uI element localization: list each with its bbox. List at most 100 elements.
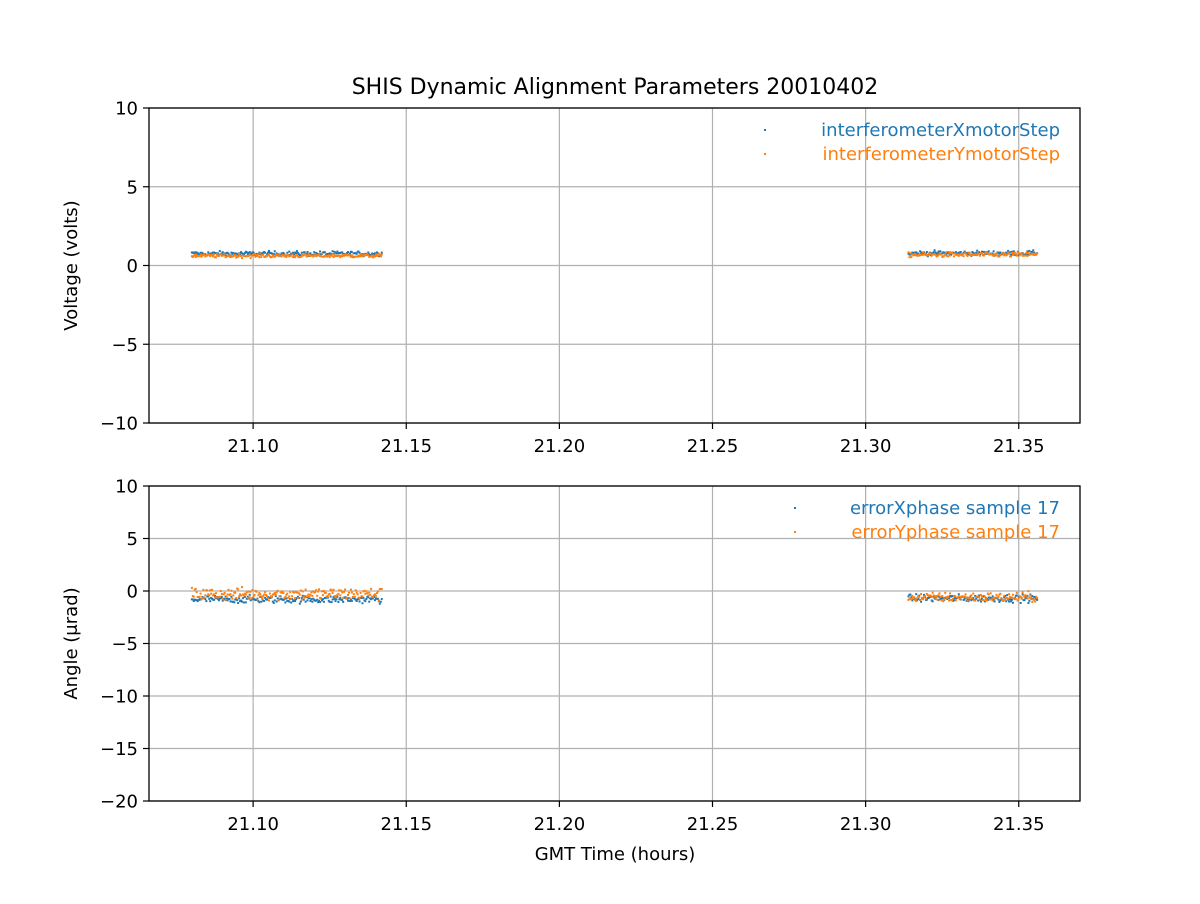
data-point-series-2 xyxy=(917,254,920,257)
data-point-series-2 xyxy=(332,256,335,259)
data-point-series-1 xyxy=(927,596,930,599)
data-point-series-2 xyxy=(349,255,352,258)
data-point-series-1 xyxy=(981,250,983,253)
data-point-series-2 xyxy=(972,592,975,595)
data-point-series-2 xyxy=(255,590,258,593)
data-point-series-1 xyxy=(321,598,324,601)
data-point-series-2 xyxy=(970,594,973,597)
data-point-series-2 xyxy=(351,595,354,598)
data-point-series-2 xyxy=(249,590,252,593)
data-point-series-2 xyxy=(209,255,212,258)
data-point-series-2 xyxy=(908,256,911,259)
data-point-series-2 xyxy=(995,252,998,255)
data-point-series-2 xyxy=(198,595,201,598)
data-point-series-2 xyxy=(1018,254,1021,257)
x-tick-label: 21.35 xyxy=(993,814,1045,835)
data-point-series-1 xyxy=(1012,250,1015,253)
data-point-series-2 xyxy=(1035,253,1038,256)
data-point-series-2 xyxy=(320,255,323,258)
data-point-series-1 xyxy=(217,599,220,602)
data-point-series-1 xyxy=(226,599,229,602)
y-tick-label: 5 xyxy=(127,529,138,550)
data-point-series-2 xyxy=(334,596,337,599)
data-point-series-2 xyxy=(200,255,203,258)
data-point-series-2 xyxy=(199,253,202,256)
data-point-series-1 xyxy=(302,598,305,601)
data-point-series-2 xyxy=(198,255,201,258)
data-point-series-1 xyxy=(320,599,323,602)
data-point-series-1 xyxy=(257,600,260,603)
data-point-series-2 xyxy=(285,593,288,596)
data-point-series-1 xyxy=(275,252,278,255)
data-point-series-2 xyxy=(210,592,213,595)
data-point-series-2 xyxy=(294,256,297,259)
data-point-series-2 xyxy=(1017,597,1020,600)
data-point-series-2 xyxy=(214,592,217,595)
data-point-series-2 xyxy=(969,596,972,599)
data-point-series-2 xyxy=(273,591,276,594)
data-point-series-2 xyxy=(922,596,925,599)
data-point-series-1 xyxy=(933,249,936,252)
data-point-series-1 xyxy=(273,250,276,253)
data-point-series-2 xyxy=(199,592,202,595)
data-point-series-1 xyxy=(355,600,358,603)
data-point-series-1 xyxy=(357,250,360,253)
data-point-series-2 xyxy=(301,590,304,593)
data-point-series-1 xyxy=(308,597,311,600)
data-point-series-2 xyxy=(374,255,377,258)
data-point-series-2 xyxy=(339,256,342,259)
data-point-series-1 xyxy=(324,596,327,599)
data-point-series-2 xyxy=(343,590,346,593)
data-point-series-1 xyxy=(236,599,239,602)
y-tick-label: −15 xyxy=(100,739,138,760)
data-point-series-2 xyxy=(235,256,238,259)
data-point-series-2 xyxy=(318,588,321,591)
data-point-series-2 xyxy=(217,254,220,257)
data-point-series-2 xyxy=(361,254,364,257)
data-point-series-2 xyxy=(284,595,287,598)
data-point-series-1 xyxy=(975,597,978,600)
legend-label: interferometerXmotorStep xyxy=(821,120,1060,141)
bottom-x-axis-label: GMT Time (hours) xyxy=(535,844,696,865)
data-point-series-1 xyxy=(331,598,334,601)
data-point-series-1 xyxy=(313,251,316,254)
data-point-series-2 xyxy=(913,596,916,599)
data-point-series-2 xyxy=(307,252,310,255)
data-point-series-2 xyxy=(971,597,974,600)
data-point-series-1 xyxy=(1021,593,1024,596)
top-y-axis-label: Voltage (volts) xyxy=(61,200,82,330)
data-point-series-1 xyxy=(336,595,339,598)
data-point-series-1 xyxy=(230,251,233,254)
data-point-series-2 xyxy=(1016,599,1019,602)
data-point-series-1 xyxy=(221,599,224,602)
data-point-series-1 xyxy=(957,593,960,596)
data-point-series-2 xyxy=(296,596,299,599)
data-point-series-2 xyxy=(377,599,380,602)
data-point-series-2 xyxy=(293,254,296,257)
data-point-series-2 xyxy=(964,252,967,255)
data-point-series-2 xyxy=(193,253,196,256)
data-point-series-1 xyxy=(1026,250,1029,253)
data-point-series-1 xyxy=(275,600,278,603)
data-point-series-2 xyxy=(286,592,289,595)
data-point-series-2 xyxy=(1002,599,1005,602)
data-point-series-2 xyxy=(366,592,369,595)
data-point-series-1 xyxy=(997,598,1000,601)
data-point-series-2 xyxy=(263,593,266,596)
data-point-series-1 xyxy=(341,251,344,254)
data-point-series-2 xyxy=(369,594,372,597)
data-point-series-2 xyxy=(371,254,374,257)
data-point-series-2 xyxy=(940,253,943,256)
data-point-series-2 xyxy=(222,593,225,596)
data-point-series-2 xyxy=(226,593,229,596)
data-point-series-2 xyxy=(278,595,281,598)
data-point-series-1 xyxy=(379,600,382,603)
data-point-series-2 xyxy=(195,254,198,257)
data-point-series-2 xyxy=(910,598,913,601)
data-point-series-2 xyxy=(258,256,261,259)
data-point-series-2 xyxy=(352,593,355,596)
data-point-series-1 xyxy=(919,250,922,253)
data-point-series-2 xyxy=(380,253,383,256)
data-point-series-1 xyxy=(347,251,350,254)
data-point-series-2 xyxy=(341,591,344,594)
